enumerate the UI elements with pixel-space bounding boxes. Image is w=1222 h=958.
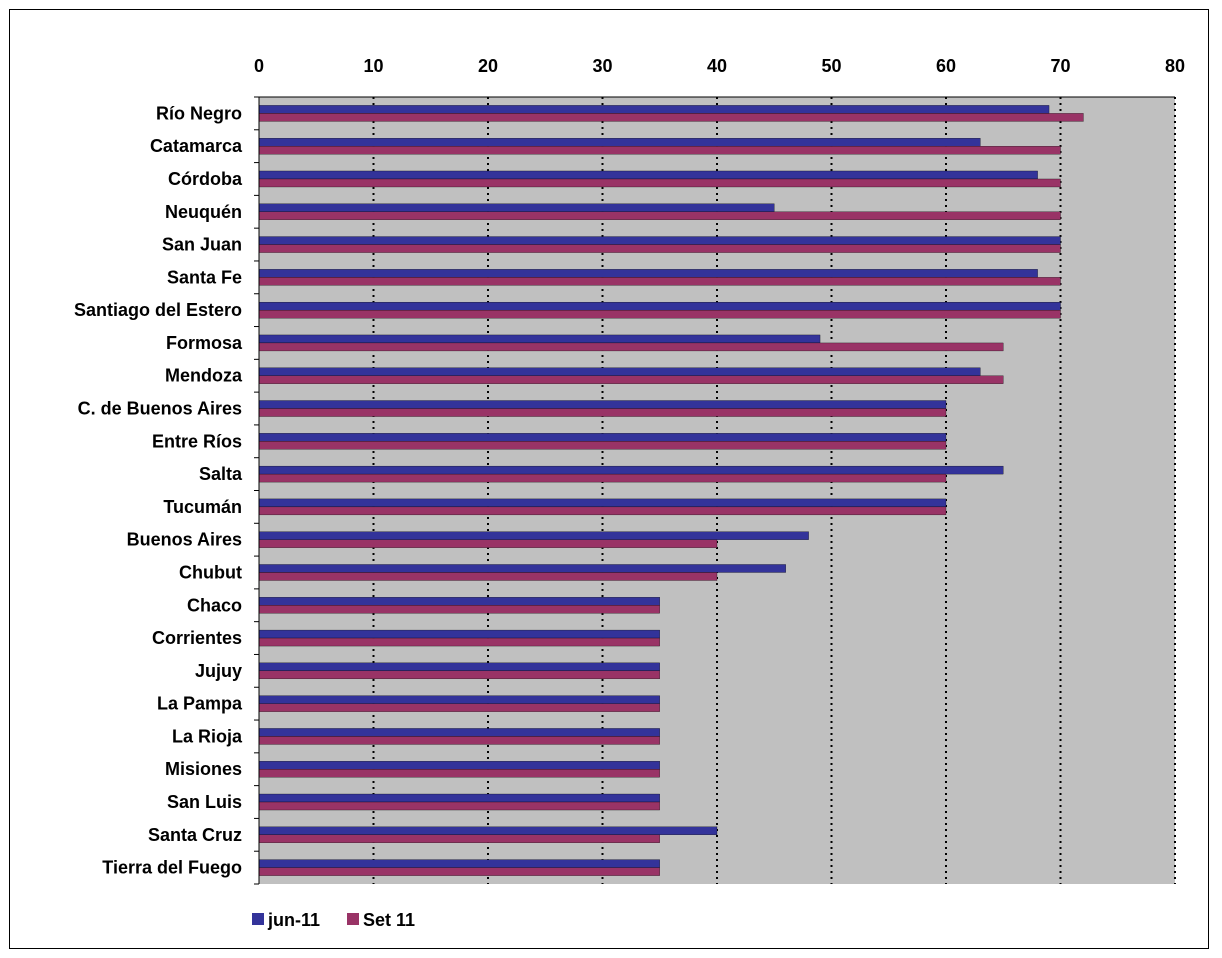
bar-jun-11: [258, 564, 786, 573]
category-label: Neuquén: [165, 202, 242, 222]
bar-jun-11: [258, 629, 660, 639]
bar-jun-11: [258, 465, 1004, 475]
category-label: Jujuy: [195, 661, 242, 681]
bar-jun-11: [258, 105, 1050, 114]
bar-set-11: [258, 867, 660, 876]
bar-jun-11: [258, 531, 809, 540]
bar-jun-11: [258, 433, 947, 442]
x-tick-label: 20: [478, 56, 498, 76]
x-tick-label: 70: [1050, 56, 1070, 76]
category-label: Salta: [199, 464, 243, 484]
bar-set-11: [258, 178, 1061, 188]
category-label: C. de Buenos Aires: [78, 399, 242, 419]
legend-swatch: [252, 913, 264, 925]
category-label: Entre Ríos: [152, 431, 242, 451]
category-label: Santa Fe: [167, 267, 242, 287]
bar-jun-11: [258, 400, 947, 409]
bar-jun-11: [258, 170, 1038, 180]
bar-jun-11: [258, 597, 660, 606]
bar-jun-11: [258, 236, 1061, 245]
x-tick-label: 60: [936, 56, 956, 76]
bar-set-11: [258, 441, 947, 450]
category-label: Misiones: [165, 759, 242, 779]
x-tick-label: 30: [592, 56, 612, 76]
bar-set-11: [258, 211, 1061, 220]
bar-set-11: [258, 375, 1004, 384]
category-label: Buenos Aires: [127, 530, 242, 550]
category-label: Tierra del Fuego: [102, 858, 242, 878]
bar-jun-11: [258, 728, 660, 737]
category-label: La Rioja: [172, 726, 243, 746]
bar-set-11: [258, 539, 718, 548]
category-label: Tucumán: [163, 497, 242, 517]
category-label: Catamarca: [150, 136, 243, 156]
bar-jun-11: [258, 334, 821, 344]
legend-swatch: [347, 913, 359, 925]
category-label: Corrientes: [152, 628, 242, 648]
bar-set-11: [258, 146, 1061, 155]
x-tick-label: 80: [1165, 56, 1185, 76]
category-label: Santiago del Estero: [74, 300, 242, 320]
bar-set-11: [258, 801, 660, 811]
bar-set-11: [258, 309, 1061, 319]
bar-jun-11: [258, 859, 660, 868]
category-label: Chaco: [187, 595, 242, 615]
bar-set-11: [258, 769, 660, 778]
bar-jun-11: [258, 203, 775, 212]
bar-set-11: [258, 572, 718, 581]
category-label: Río Negro: [156, 103, 242, 123]
bar-set-11: [258, 408, 947, 417]
bar-jun-11: [258, 826, 718, 835]
bar-jun-11: [258, 367, 981, 376]
bar-jun-11: [258, 301, 1061, 311]
x-tick-label: 0: [254, 56, 264, 76]
x-tick-label: 40: [707, 56, 727, 76]
category-label: Formosa: [166, 333, 243, 353]
bar-set-11: [258, 605, 660, 614]
category-label: Mendoza: [165, 366, 243, 386]
bar-set-11: [258, 703, 660, 712]
category-label: La Pampa: [157, 694, 243, 714]
bar-jun-11: [258, 761, 660, 770]
bar-set-11: [258, 277, 1061, 286]
x-tick-label: 50: [821, 56, 841, 76]
legend-label: Set 11: [363, 910, 415, 930]
category-label: San Luis: [167, 792, 242, 812]
bar-set-11: [258, 834, 660, 843]
bar-set-11: [258, 113, 1084, 122]
category-label: Chubut: [179, 562, 242, 582]
bar-jun-11: [258, 498, 947, 508]
category-label: Santa Cruz: [148, 825, 242, 845]
bar-jun-11: [258, 269, 1038, 278]
bar-set-11: [258, 736, 660, 745]
bar-set-11: [258, 342, 1004, 352]
bar-jun-11: [258, 138, 981, 147]
bar-set-11: [258, 506, 947, 516]
bar-jun-11: [258, 793, 660, 803]
bar-set-11: [258, 637, 660, 647]
legend-label: jun-11: [267, 910, 320, 930]
bar-jun-11: [258, 695, 660, 704]
category-label: San Juan: [162, 235, 242, 255]
bar-set-11: [258, 473, 947, 483]
bar-jun-11: [258, 662, 660, 672]
category-label: Córdoba: [168, 169, 243, 189]
x-tick-label: 10: [363, 56, 383, 76]
bar-set-11: [258, 670, 660, 680]
bar-set-11: [258, 244, 1061, 253]
